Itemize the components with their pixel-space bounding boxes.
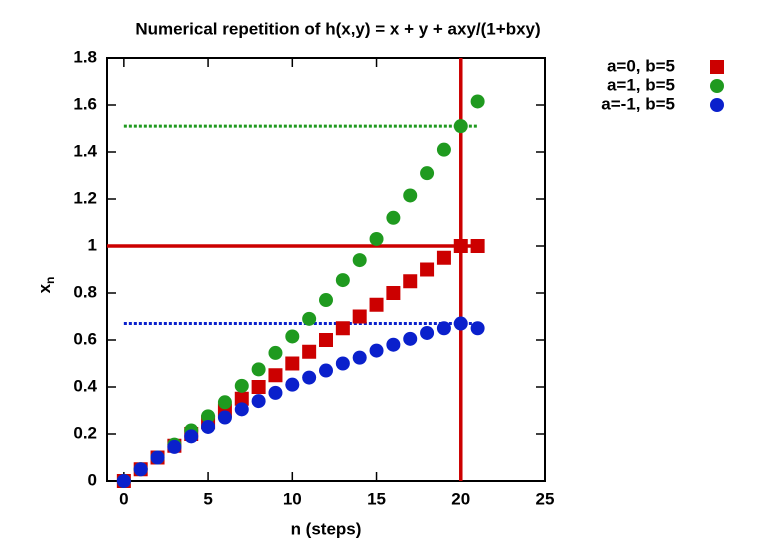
y-tick-label: 0 [88, 470, 97, 489]
marker [352, 253, 367, 268]
marker [386, 337, 401, 352]
marker [369, 231, 384, 246]
y-tick-label: 1.8 [73, 47, 97, 66]
y-tick-label: 1.4 [73, 141, 97, 160]
x-axis-label: n (steps) [291, 519, 362, 538]
marker [319, 363, 333, 378]
legend-marker [710, 79, 724, 93]
marker [150, 450, 165, 465]
marker [268, 368, 283, 383]
marker [268, 385, 283, 400]
x-tick-label: 20 [451, 489, 470, 508]
marker [386, 210, 401, 225]
marker [285, 377, 300, 392]
marker [386, 286, 401, 300]
marker [285, 329, 300, 344]
marker [217, 410, 232, 425]
marker [335, 273, 350, 288]
marker [184, 429, 199, 444]
x-tick-label: 5 [203, 489, 212, 508]
marker [470, 94, 485, 109]
legend-marker [710, 98, 724, 112]
marker [319, 293, 333, 308]
legend-label: a=1, b=5 [607, 75, 675, 94]
y-tick-label: 0.4 [73, 376, 97, 395]
marker [302, 370, 317, 385]
legend-label: a=0, b=5 [607, 56, 675, 75]
marker [319, 333, 333, 347]
marker [453, 316, 468, 331]
x-tick-label: 10 [283, 489, 302, 508]
marker [352, 309, 367, 324]
y-axis-label-base: x [35, 283, 54, 293]
y-tick-label: 1 [88, 235, 97, 254]
marker [251, 380, 266, 394]
y-tick-label: 1.6 [73, 94, 97, 113]
marker [403, 331, 418, 346]
marker [369, 343, 384, 358]
marker [234, 378, 249, 393]
y-axis-label: xn [35, 277, 57, 294]
marker [302, 311, 317, 326]
marker [453, 119, 468, 134]
marker [420, 262, 435, 277]
marker [133, 462, 148, 477]
x-tick-label: 0 [119, 489, 128, 508]
marker [268, 345, 283, 360]
y-axis-label-sub: n [43, 277, 57, 284]
marker [234, 391, 249, 406]
y-tick-label: 0.8 [73, 282, 97, 301]
marker [436, 142, 451, 157]
y-tick-label: 0.2 [73, 423, 97, 442]
marker [201, 409, 216, 424]
legend-label: a=-1, b=5 [601, 94, 675, 113]
marker [201, 419, 216, 434]
marker [335, 356, 350, 371]
marker [436, 321, 451, 336]
marker [217, 395, 232, 410]
marker [302, 344, 317, 359]
marker [285, 356, 300, 371]
marker [470, 321, 485, 336]
marker [352, 350, 367, 365]
y-tick-label: 1.2 [73, 188, 97, 207]
chart-title: Numerical repetition of h(x,y) = x + y +… [135, 19, 540, 38]
marker [420, 325, 435, 340]
marker [436, 250, 451, 265]
legend-marker [710, 60, 724, 74]
marker [420, 166, 435, 181]
marker [335, 321, 350, 336]
marker [453, 239, 468, 253]
marker [251, 362, 266, 377]
marker [403, 274, 418, 289]
marker [234, 402, 249, 417]
x-tick-label: 25 [536, 489, 555, 508]
y-tick-label: 0.6 [73, 329, 97, 348]
marker [167, 439, 182, 454]
marker [251, 394, 266, 409]
marker [470, 239, 485, 253]
x-tick-label: 15 [367, 489, 386, 508]
marker [403, 188, 418, 203]
marker [369, 297, 384, 312]
marker [116, 474, 131, 488]
plot-frame [106, 57, 546, 482]
